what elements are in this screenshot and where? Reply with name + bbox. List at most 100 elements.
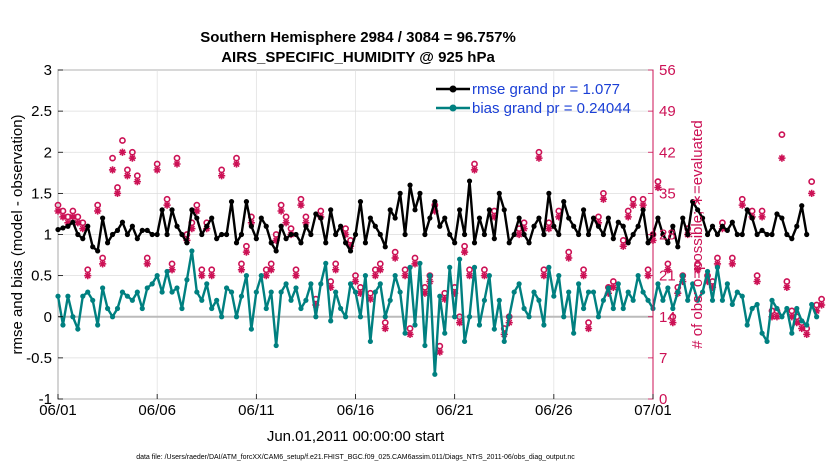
evaluated-obs-point	[391, 254, 399, 262]
evaluated-obs-point	[703, 277, 712, 286]
rmse-point	[238, 231, 245, 238]
rmse-point	[119, 219, 126, 225]
evaluated-obs-point	[297, 201, 305, 209]
possible-obs-point	[753, 272, 761, 280]
bias-point	[268, 289, 274, 295]
bias-point	[283, 281, 289, 287]
bias-point	[233, 314, 240, 320]
bias-point	[665, 285, 671, 291]
bias-point	[452, 314, 458, 320]
right-tick-label: 14	[659, 309, 676, 326]
bias-point	[506, 314, 512, 320]
bias-point	[620, 305, 626, 312]
left-tick-label: -0.5	[26, 350, 52, 367]
bias-point	[719, 297, 726, 303]
rmse-point	[422, 231, 428, 238]
bias-point	[333, 289, 339, 295]
rmse-point	[774, 211, 780, 217]
rmse-point	[799, 203, 805, 209]
evaluated-obs-point	[366, 295, 374, 303]
bias-point	[342, 314, 349, 320]
right-tick-label: 28	[659, 227, 676, 244]
evaluated-obs-point	[798, 324, 806, 333]
bias-point	[90, 297, 96, 303]
evaluated-obs-point	[193, 207, 201, 215]
evaluated-obs-point	[654, 183, 662, 192]
evaluated-obs-point	[694, 266, 702, 274]
right-axis-ticks: 0 7 14 21 28 35 42 49 56	[648, 62, 676, 408]
x-tick-label: 06/26	[535, 402, 573, 419]
left-tick-label: 1.5	[31, 185, 52, 202]
evaluated-obs-point	[282, 219, 290, 227]
evaluated-obs-point	[480, 272, 489, 280]
bias-point	[392, 273, 398, 279]
evaluated-obs-point	[267, 266, 275, 274]
evaluated-obs-point	[808, 189, 816, 197]
left-axis-ticks: -1 -0.5 0 0.5 1 1.5 2 2.5 3	[26, 62, 63, 408]
bias-point	[338, 305, 344, 312]
rmse-point	[526, 240, 532, 246]
evaluated-obs-point	[143, 260, 151, 268]
rmse-point	[680, 215, 686, 221]
bias-point	[377, 281, 383, 287]
x-tick-label: 06/21	[436, 402, 474, 419]
bias-point	[228, 289, 235, 295]
rmse-point	[308, 231, 314, 238]
evaluated-obs-point	[356, 289, 365, 297]
bias-point	[704, 268, 711, 275]
rmse-point	[759, 227, 765, 233]
bias-point	[804, 322, 810, 328]
rmse-point	[169, 207, 175, 213]
rmse-point	[427, 215, 433, 221]
rmse-point	[278, 223, 284, 229]
evaluated-obs-point	[94, 207, 102, 215]
evaluated-obs-point	[788, 313, 796, 321]
bias-point	[640, 289, 646, 295]
rmse-point	[580, 207, 587, 213]
bias-point	[179, 305, 185, 312]
possible-obs-point	[738, 195, 746, 203]
bias-point	[417, 260, 423, 266]
legend-rmse-marker	[449, 85, 457, 93]
evaluated-obs-point	[341, 230, 350, 239]
evaluated-obs-point	[629, 201, 637, 209]
possible-obs-point	[109, 154, 116, 162]
rmse-point	[447, 231, 453, 238]
data-file-footer: data file: /Users/raeder/DAI/ATM_forcXX/…	[136, 454, 575, 461]
bias-point	[442, 330, 448, 336]
rmse-point	[283, 236, 289, 242]
evaluated-obs-point	[768, 313, 776, 321]
rmse-point	[690, 199, 696, 205]
rmse-point	[724, 227, 730, 233]
bias-point	[402, 330, 408, 336]
evaluated-obs-point	[351, 277, 360, 286]
bias-point	[749, 305, 755, 312]
rmse-point	[179, 231, 185, 238]
rmse-point	[754, 231, 760, 238]
bias-point	[144, 285, 150, 291]
bias-point	[313, 314, 319, 320]
rmse-point	[437, 223, 443, 229]
rmse-point	[288, 231, 294, 238]
bias-point	[65, 293, 71, 299]
bias-point	[724, 281, 730, 287]
bias-point	[194, 289, 200, 295]
evaluated-obs-point	[381, 324, 389, 333]
rmse-point	[90, 244, 96, 250]
bias-point	[70, 314, 76, 320]
rmse-point	[124, 231, 131, 238]
evaluated-obs-point	[624, 213, 632, 221]
evaluated-obs-point	[753, 277, 761, 286]
bias-point	[576, 281, 582, 287]
bias-point	[481, 297, 488, 303]
bias-point	[422, 342, 428, 349]
rmse-point	[164, 231, 170, 238]
rmse-point	[685, 231, 691, 238]
rmse-point	[392, 215, 398, 221]
bias-point	[670, 305, 676, 312]
bias-point	[362, 273, 369, 279]
evaluated-obs-point	[242, 248, 251, 256]
rmse-point	[491, 236, 497, 242]
rmse-point	[670, 223, 676, 229]
bias-point	[382, 314, 388, 320]
